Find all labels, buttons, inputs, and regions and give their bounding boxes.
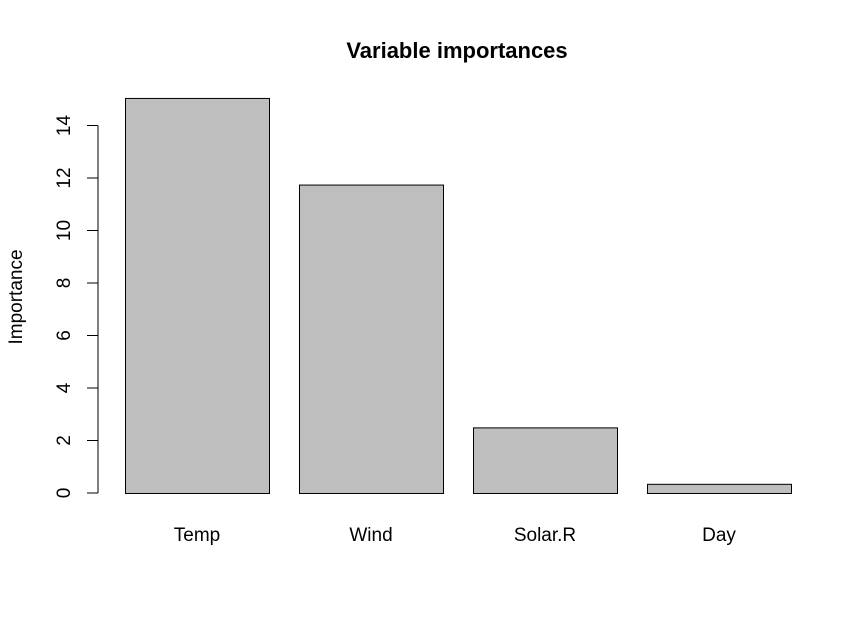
y-tick-label: 8 bbox=[54, 278, 75, 289]
y-tick-label: 12 bbox=[54, 167, 75, 188]
bars bbox=[125, 97, 792, 494]
category-label: Temp bbox=[174, 525, 220, 546]
y-tick-label: 10 bbox=[54, 220, 75, 241]
bar-solar-r bbox=[473, 427, 618, 494]
category-label: Wind bbox=[349, 525, 392, 546]
bar-day bbox=[647, 483, 792, 494]
y-tick-label: 4 bbox=[54, 382, 75, 393]
bar-temp bbox=[125, 97, 270, 494]
y-tick-label: 14 bbox=[54, 115, 75, 137]
y-tick-label: 6 bbox=[54, 330, 75, 341]
bar-wind bbox=[299, 184, 444, 494]
y-axis-label: Importance bbox=[6, 249, 27, 344]
category-label: Day bbox=[702, 525, 736, 546]
y-tick-label: 2 bbox=[54, 435, 75, 446]
category-labels: Temp Wind Solar.R Day bbox=[174, 525, 737, 546]
y-axis: 0 2 4 6 8 10 12 14 bbox=[54, 115, 99, 499]
category-label: Solar.R bbox=[514, 525, 576, 546]
chart-title: Variable importances bbox=[346, 38, 567, 63]
y-tick-label: 0 bbox=[54, 488, 75, 499]
